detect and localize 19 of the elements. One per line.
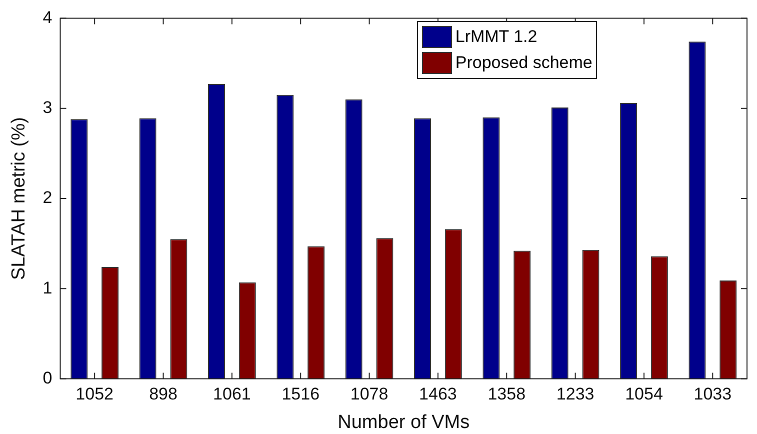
x-tick-label: 1078 (350, 384, 388, 404)
x-tick-label: 1516 (282, 384, 320, 404)
x-tick-label: 1463 (419, 384, 457, 404)
x-tick-label: 898 (149, 384, 178, 404)
x-axis-title: Number of VMs (338, 412, 470, 433)
x-tick-label: 1358 (488, 384, 526, 404)
y-tick-label: 0 (42, 368, 52, 388)
x-tick-label: 1052 (76, 384, 114, 404)
x-tick-label: 1033 (694, 384, 732, 404)
x-tick-label: 1233 (556, 384, 594, 404)
x-tick-label: 1054 (625, 384, 663, 404)
y-tick-label: 4 (42, 8, 52, 27)
y-tick-label: 3 (42, 98, 52, 118)
legend-label: LrMMT 1.2 (455, 26, 538, 48)
y-tick-label: 1 (42, 278, 52, 298)
y-axis-title: SLATAH metric (%) (8, 117, 30, 280)
y-tick-label: 2 (42, 188, 52, 208)
x-tick-label: 1061 (213, 384, 251, 404)
legend-label: Proposed scheme (455, 52, 592, 74)
